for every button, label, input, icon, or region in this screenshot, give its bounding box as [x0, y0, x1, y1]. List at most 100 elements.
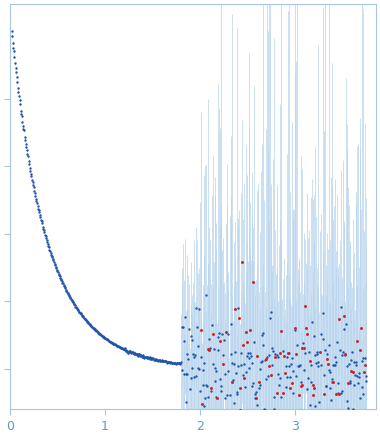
- Point: [34, 200, 40, 207]
- Point: [294, 342, 300, 349]
- Point: [187, 374, 193, 381]
- Point: [96, 330, 102, 337]
- Point: [264, 353, 270, 360]
- Point: [153, 356, 159, 363]
- Point: [155, 357, 162, 364]
- Point: [217, 337, 223, 344]
- Point: [245, 350, 251, 357]
- Point: [242, 328, 249, 335]
- Point: [190, 350, 196, 357]
- Point: [274, 351, 280, 358]
- Point: [128, 348, 134, 355]
- Point: [112, 341, 119, 348]
- Point: [80, 313, 86, 320]
- Point: [94, 328, 100, 335]
- Point: [128, 349, 135, 356]
- Point: [40, 223, 46, 230]
- Point: [321, 372, 327, 379]
- Point: [163, 358, 169, 365]
- Point: [21, 125, 27, 132]
- Point: [138, 352, 144, 359]
- Point: [40, 225, 46, 232]
- Point: [228, 351, 234, 358]
- Point: [279, 327, 285, 334]
- Point: [104, 336, 110, 343]
- Point: [347, 378, 353, 385]
- Point: [306, 348, 312, 355]
- Point: [296, 363, 302, 370]
- Point: [63, 288, 70, 295]
- Point: [359, 384, 365, 391]
- Point: [140, 354, 146, 361]
- Point: [301, 367, 307, 374]
- Point: [66, 291, 72, 298]
- Point: [265, 425, 271, 432]
- Point: [171, 359, 177, 366]
- Point: [221, 336, 227, 343]
- Point: [324, 351, 330, 358]
- Point: [212, 364, 218, 371]
- Point: [312, 402, 318, 409]
- Point: [25, 157, 32, 164]
- Point: [91, 326, 97, 333]
- Point: [88, 322, 94, 329]
- Point: [44, 238, 50, 245]
- Point: [319, 411, 325, 418]
- Point: [291, 417, 297, 424]
- Point: [350, 406, 356, 413]
- Point: [121, 345, 127, 352]
- Point: [358, 357, 364, 364]
- Point: [261, 406, 267, 413]
- Point: [177, 361, 183, 368]
- Point: [186, 422, 192, 429]
- Point: [338, 303, 344, 310]
- Point: [173, 360, 179, 367]
- Point: [355, 380, 361, 387]
- Point: [285, 350, 291, 357]
- Point: [268, 371, 274, 378]
- Point: [113, 342, 119, 349]
- Point: [10, 39, 16, 46]
- Point: [129, 348, 135, 355]
- Point: [84, 318, 90, 325]
- Point: [162, 358, 168, 365]
- Point: [92, 326, 98, 333]
- Point: [238, 349, 244, 356]
- Point: [266, 363, 272, 370]
- Point: [76, 309, 82, 316]
- Point: [56, 271, 62, 278]
- Point: [244, 352, 250, 359]
- Point: [353, 359, 359, 366]
- Point: [51, 259, 57, 266]
- Point: [310, 382, 316, 389]
- Point: [237, 385, 243, 392]
- Point: [298, 382, 304, 389]
- Point: [35, 205, 41, 212]
- Point: [102, 335, 108, 342]
- Point: [290, 390, 296, 397]
- Point: [96, 329, 102, 336]
- Point: [75, 306, 81, 313]
- Point: [248, 352, 254, 359]
- Point: [163, 358, 169, 365]
- Point: [48, 250, 54, 257]
- Point: [81, 315, 87, 322]
- Point: [347, 379, 353, 386]
- Point: [230, 377, 236, 384]
- Point: [89, 323, 95, 330]
- Point: [92, 326, 98, 333]
- Point: [236, 315, 242, 322]
- Point: [55, 270, 62, 277]
- Point: [301, 345, 307, 352]
- Point: [211, 346, 217, 353]
- Point: [156, 357, 162, 364]
- Point: [59, 279, 65, 286]
- Point: [323, 383, 329, 390]
- Point: [250, 380, 256, 387]
- Point: [239, 258, 245, 265]
- Point: [46, 244, 52, 251]
- Point: [314, 350, 320, 357]
- Point: [141, 354, 147, 361]
- Point: [202, 394, 208, 401]
- Point: [64, 288, 70, 295]
